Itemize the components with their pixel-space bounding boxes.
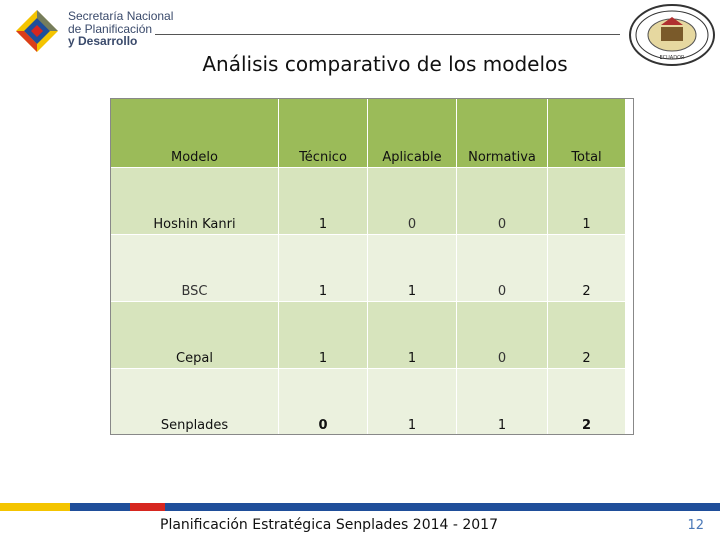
table-cell: 2: [547, 368, 626, 436]
senplades-emblem-icon: [16, 10, 58, 52]
table-header-row: Modelo Técnico Aplicable Normativa Total: [110, 98, 626, 168]
table-cell: 2: [547, 234, 626, 302]
table-cell: 1: [278, 301, 368, 369]
footer-bar-blue: [165, 503, 720, 511]
table-cell: 0: [367, 167, 457, 235]
table-cell: Cepal: [110, 301, 279, 369]
table-cell: 2: [547, 301, 626, 369]
column-header: Total: [547, 98, 626, 168]
footer-bar-yellow: [0, 503, 70, 511]
footer-bar-red: [130, 503, 165, 511]
table-cell: 0: [456, 301, 548, 369]
table-row: Cepal 1 1 0 2: [110, 301, 626, 369]
footer-color-bar: [0, 503, 720, 511]
logo-line-3: y Desarrollo: [68, 34, 138, 48]
logo-line-1: Secretaría Nacional: [68, 9, 174, 23]
table-cell: BSC: [110, 234, 279, 302]
table-cell: 1: [278, 167, 368, 235]
table-cell: Hoshin Kanri: [110, 167, 279, 235]
column-header: Normativa: [456, 98, 548, 168]
page-title: Análisis comparativo de los modelos: [202, 52, 568, 76]
table-cell: 1: [367, 368, 457, 436]
senplades-logo: Secretaría Nacional de Planificación y D…: [14, 8, 184, 58]
table-cell: 0: [278, 368, 368, 436]
seal-icon: ECUADOR: [629, 4, 715, 66]
table-cell: 1: [278, 234, 368, 302]
institution-seal: ECUADOR: [625, 3, 719, 68]
table-cell: 1: [456, 368, 548, 436]
table-cell: 0: [456, 167, 548, 235]
page-number: 12: [687, 518, 704, 533]
table-row: BSC 1 1 0 2: [110, 234, 626, 302]
table-cell: Senplades: [110, 368, 279, 436]
column-header: Aplicable: [367, 98, 457, 168]
table-cell: 0: [456, 234, 548, 302]
svg-text:ECUADOR: ECUADOR: [660, 55, 686, 61]
comparison-table: Modelo Técnico Aplicable Normativa Total…: [110, 98, 626, 436]
table-cell: 1: [367, 301, 457, 369]
table-cell: 1: [367, 234, 457, 302]
logo-line-2: de Planificación: [68, 21, 153, 36]
table-cell: 1: [547, 167, 626, 235]
table-row: Hoshin Kanri 1 0 0 1: [110, 167, 626, 235]
logo-text: Secretaría Nacional de Planificación y D…: [68, 10, 173, 48]
column-header: Técnico: [278, 98, 368, 168]
column-header: Modelo: [110, 98, 279, 168]
table-row: Senplades 0 1 1 2: [110, 368, 626, 436]
header-divider: [155, 34, 620, 35]
footer-bar-blue-left: [70, 503, 130, 511]
footer-text: Planificación Estratégica Senplades 2014…: [160, 517, 498, 533]
